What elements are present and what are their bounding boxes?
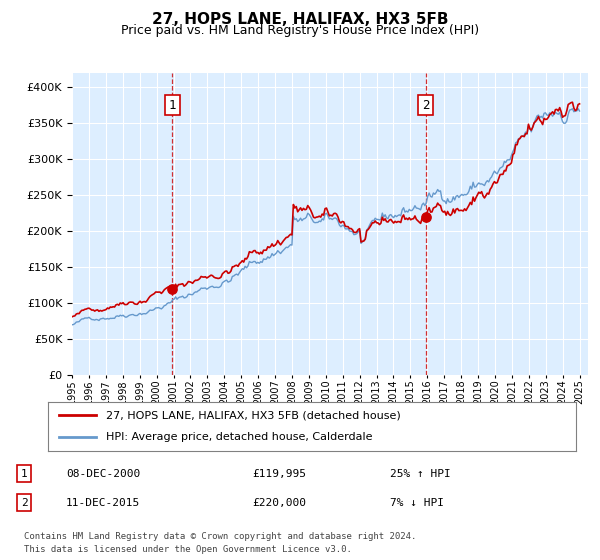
Text: 27, HOPS LANE, HALIFAX, HX3 5FB (detached house): 27, HOPS LANE, HALIFAX, HX3 5FB (detache… [106,410,401,421]
Text: This data is licensed under the Open Government Licence v3.0.: This data is licensed under the Open Gov… [24,545,352,554]
Point [167,284,177,293]
Text: 08-DEC-2000: 08-DEC-2000 [66,469,140,479]
Text: Price paid vs. HM Land Registry's House Price Index (HPI): Price paid vs. HM Land Registry's House … [121,24,479,36]
Text: 1: 1 [169,99,176,111]
Text: 27, HOPS LANE, HALIFAX, HX3 5FB: 27, HOPS LANE, HALIFAX, HX3 5FB [152,12,448,27]
Text: 25% ↑ HPI: 25% ↑ HPI [390,469,451,479]
Text: £119,995: £119,995 [252,469,306,479]
Text: Contains HM Land Registry data © Crown copyright and database right 2024.: Contains HM Land Registry data © Crown c… [24,532,416,541]
Text: 11-DEC-2015: 11-DEC-2015 [66,498,140,508]
Text: HPI: Average price, detached house, Calderdale: HPI: Average price, detached house, Cald… [106,432,373,442]
Text: 1: 1 [20,469,28,479]
Text: £220,000: £220,000 [252,498,306,508]
Text: 7% ↓ HPI: 7% ↓ HPI [390,498,444,508]
Text: 2: 2 [20,498,28,508]
Point [421,212,431,221]
Text: 2: 2 [422,99,430,111]
